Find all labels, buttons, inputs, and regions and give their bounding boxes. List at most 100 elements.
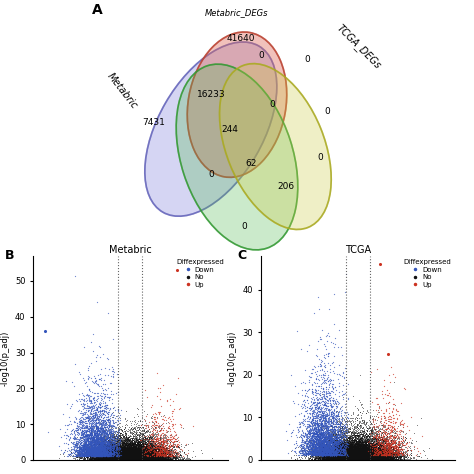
Point [374, 450, 381, 457]
Point [354, 446, 361, 454]
Point [150, 444, 158, 452]
Point [407, 449, 415, 457]
Point [333, 454, 340, 462]
Point [142, 443, 150, 450]
Point [330, 438, 337, 446]
Point [139, 452, 147, 460]
Point [299, 417, 307, 424]
Point [140, 453, 147, 461]
Point [355, 446, 362, 454]
Point [363, 449, 371, 456]
Point [118, 456, 125, 463]
Point [114, 429, 122, 437]
Point [137, 446, 145, 453]
Point [156, 454, 164, 462]
Point [323, 445, 331, 453]
Point [396, 441, 404, 448]
Point [146, 452, 154, 459]
Point [370, 440, 377, 447]
Point [345, 454, 352, 461]
Point [113, 449, 120, 456]
Point [315, 445, 322, 452]
Point [365, 440, 373, 447]
Point [77, 445, 84, 452]
Point [340, 451, 348, 459]
Point [109, 453, 116, 460]
Point [80, 446, 88, 453]
Point [350, 445, 358, 453]
Point [382, 451, 389, 458]
Point [103, 453, 110, 460]
Point [316, 413, 323, 421]
Point [84, 440, 91, 448]
Point [338, 444, 346, 451]
Point [142, 449, 150, 456]
Point [353, 445, 361, 452]
Point [106, 455, 114, 463]
Point [151, 455, 159, 463]
Point [352, 447, 359, 455]
Point [347, 450, 355, 458]
Point [337, 451, 344, 459]
Point [143, 428, 151, 436]
Point [351, 454, 358, 461]
Point [96, 431, 103, 439]
Point [387, 428, 395, 436]
Point [332, 456, 339, 464]
Point [327, 454, 334, 461]
Point [125, 447, 133, 455]
Point [366, 453, 374, 461]
Point [360, 451, 367, 458]
Point [88, 445, 96, 453]
Point [105, 425, 112, 432]
Point [358, 447, 365, 455]
Point [361, 454, 368, 461]
Point [358, 453, 366, 460]
Point [130, 443, 137, 451]
Point [99, 408, 106, 415]
Point [353, 453, 360, 461]
Point [101, 454, 109, 461]
Point [314, 455, 321, 462]
Point [319, 433, 327, 440]
Point [356, 443, 363, 451]
Point [372, 447, 380, 454]
Point [116, 439, 124, 447]
Point [358, 403, 365, 411]
Point [141, 450, 148, 457]
Point [312, 391, 319, 399]
Point [322, 444, 330, 452]
Point [146, 454, 154, 462]
Point [105, 441, 113, 449]
Point [378, 421, 385, 428]
Point [365, 454, 373, 461]
Point [322, 426, 329, 433]
Point [94, 445, 101, 453]
Point [110, 451, 118, 459]
Point [112, 452, 120, 460]
Point [128, 453, 136, 460]
Point [105, 456, 113, 464]
Point [69, 454, 76, 461]
Point [118, 454, 126, 462]
Point [130, 456, 138, 464]
Point [115, 450, 122, 457]
Point [389, 453, 397, 461]
Point [148, 450, 156, 458]
Point [311, 391, 319, 399]
Point [106, 420, 114, 428]
Point [139, 438, 147, 445]
Point [370, 452, 378, 459]
Point [125, 451, 133, 459]
Point [142, 440, 150, 447]
Point [348, 453, 356, 460]
Point [135, 454, 143, 462]
Point [384, 437, 392, 445]
Point [89, 449, 96, 456]
Point [158, 442, 165, 449]
Point [362, 430, 370, 438]
Point [329, 448, 337, 456]
Point [367, 451, 375, 458]
Point [122, 445, 130, 452]
Point [362, 433, 369, 440]
